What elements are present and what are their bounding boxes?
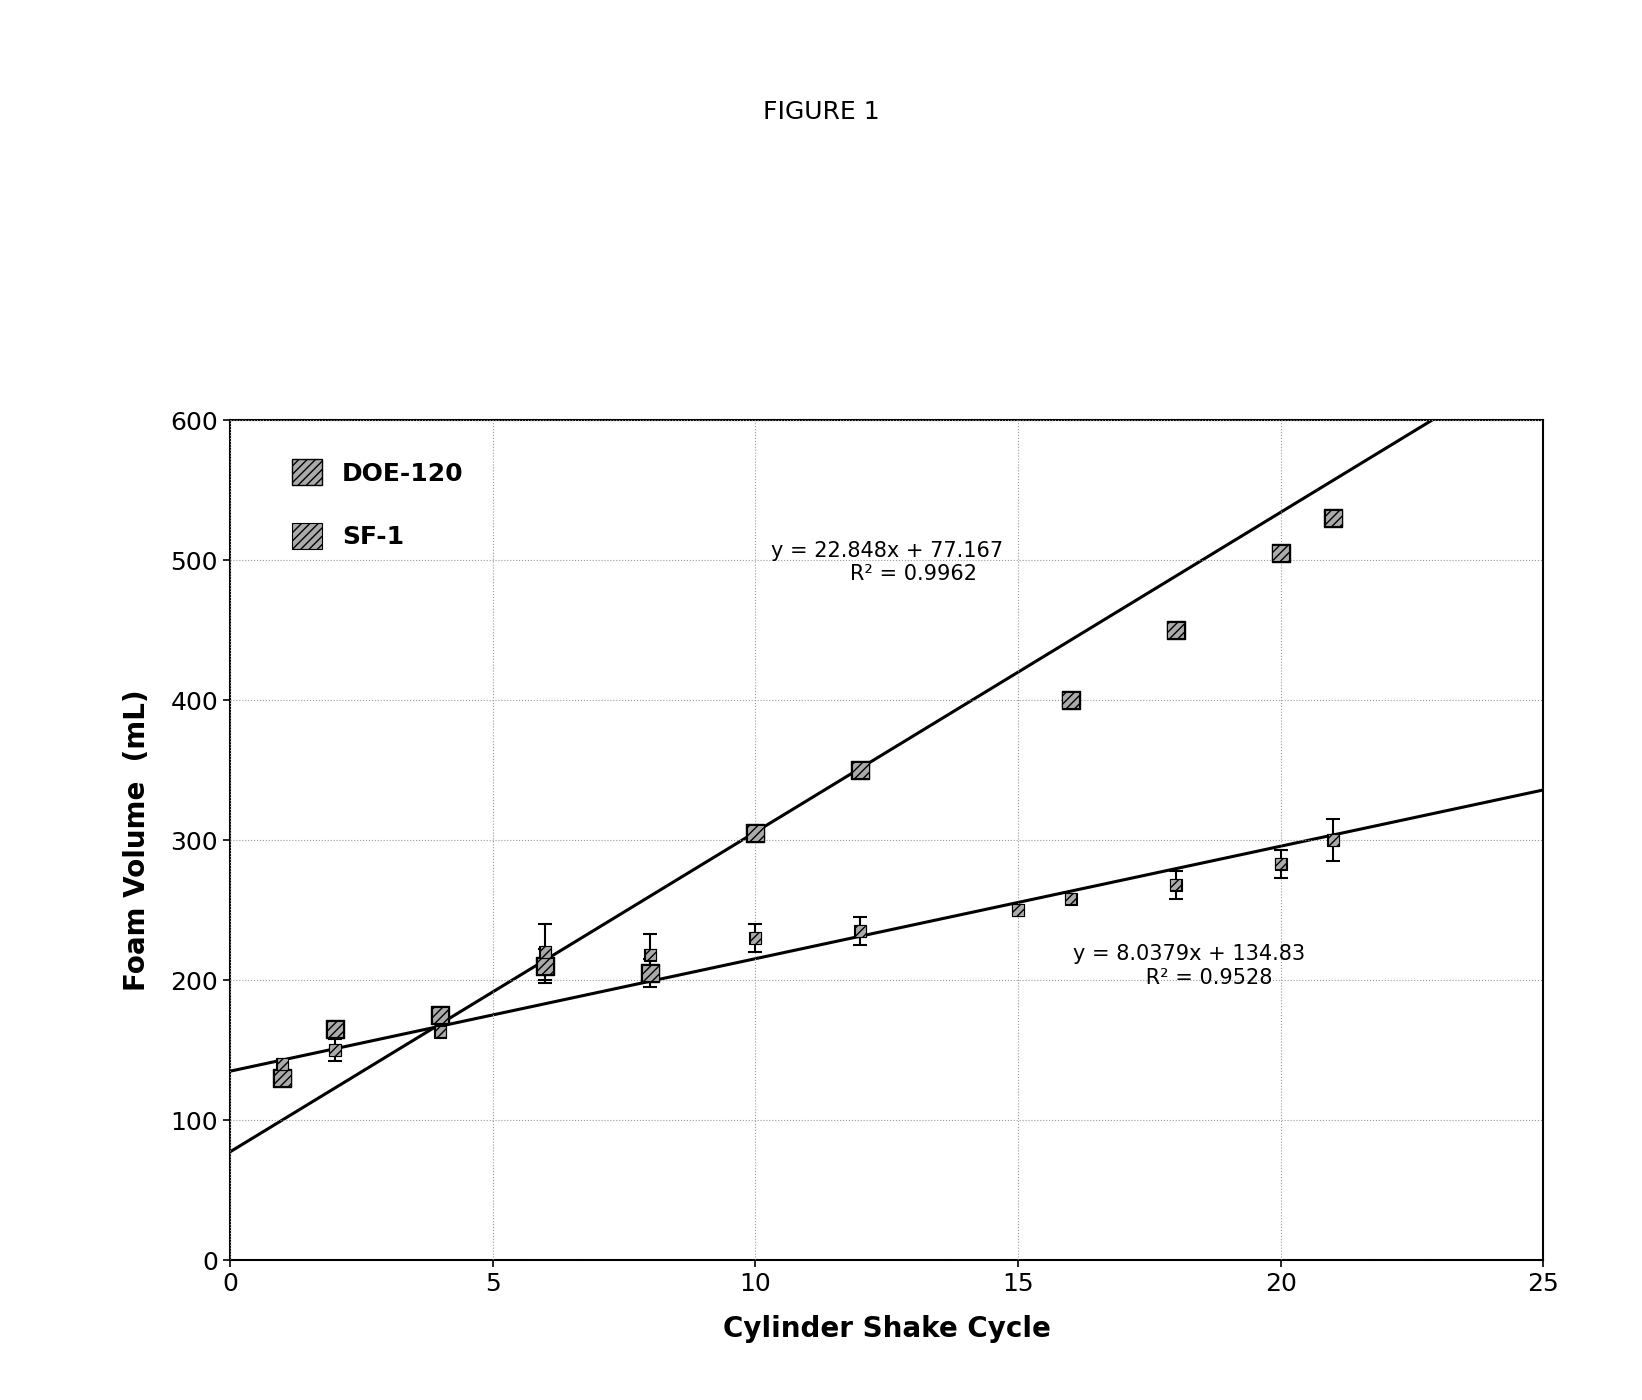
Legend: DOE-120, SF-1: DOE-120, SF-1 bbox=[282, 449, 473, 560]
SF-1 bbox=[847, 920, 874, 942]
Bar bbox=[1062, 692, 1079, 708]
Text: FIGURE 1: FIGURE 1 bbox=[762, 99, 880, 125]
SF-1 bbox=[269, 1053, 296, 1075]
SF-1 bbox=[637, 944, 663, 966]
Bar bbox=[855, 925, 865, 937]
SF-1 bbox=[1005, 899, 1031, 921]
Bar bbox=[540, 946, 550, 958]
Bar bbox=[645, 949, 655, 960]
DOE-120 bbox=[1268, 542, 1294, 564]
Bar bbox=[1276, 858, 1286, 869]
Bar bbox=[1171, 879, 1181, 890]
DOE-120 bbox=[269, 1067, 296, 1089]
DOE-120 bbox=[1057, 689, 1084, 711]
Bar bbox=[1328, 834, 1338, 846]
SF-1 bbox=[322, 1039, 348, 1061]
DOE-120 bbox=[742, 822, 768, 844]
Bar bbox=[642, 965, 658, 981]
SF-1 bbox=[742, 927, 768, 949]
Bar bbox=[274, 1070, 291, 1086]
Text: y = 8.0379x + 134.83
      R² = 0.9528: y = 8.0379x + 134.83 R² = 0.9528 bbox=[1072, 945, 1305, 987]
Bar bbox=[537, 958, 553, 974]
Bar bbox=[435, 1026, 445, 1037]
Bar bbox=[277, 1058, 287, 1070]
SF-1 bbox=[1163, 874, 1189, 896]
DOE-120 bbox=[532, 955, 558, 977]
SF-1 bbox=[1320, 829, 1346, 851]
DOE-120 bbox=[1320, 507, 1346, 529]
Bar bbox=[330, 1044, 340, 1056]
Bar bbox=[747, 825, 764, 841]
DOE-120 bbox=[637, 962, 663, 984]
DOE-120 bbox=[1163, 619, 1189, 641]
Bar bbox=[1325, 510, 1342, 526]
Bar bbox=[1167, 622, 1184, 638]
DOE-120 bbox=[427, 1004, 453, 1026]
Bar bbox=[1273, 545, 1289, 561]
Bar bbox=[852, 762, 869, 778]
Bar bbox=[432, 1007, 448, 1023]
SF-1 bbox=[427, 1021, 453, 1043]
X-axis label: Cylinder Shake Cycle: Cylinder Shake Cycle bbox=[722, 1315, 1051, 1343]
SF-1 bbox=[532, 941, 558, 963]
DOE-120 bbox=[847, 759, 874, 781]
Bar bbox=[750, 932, 760, 944]
SF-1 bbox=[1057, 888, 1084, 910]
Text: y = 22.848x + 77.167
        R² = 0.9962: y = 22.848x + 77.167 R² = 0.9962 bbox=[770, 542, 1003, 584]
SF-1 bbox=[1268, 853, 1294, 875]
Bar bbox=[327, 1021, 343, 1037]
Y-axis label: Foam Volume  (mL): Foam Volume (mL) bbox=[123, 689, 151, 991]
Bar bbox=[1013, 904, 1023, 916]
Bar bbox=[1066, 893, 1076, 904]
DOE-120 bbox=[322, 1018, 348, 1040]
